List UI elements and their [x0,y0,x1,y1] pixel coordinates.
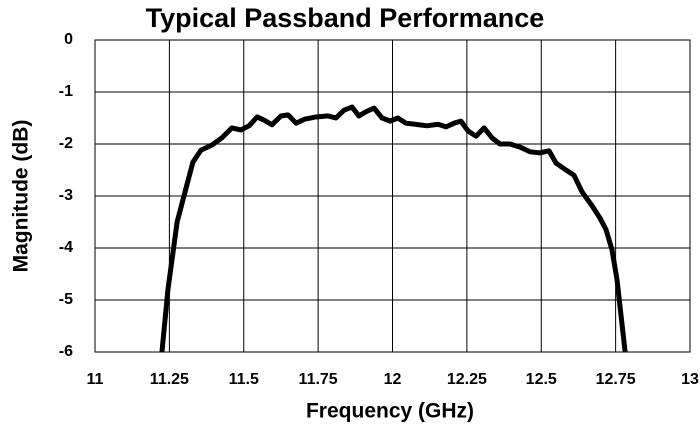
chart-title: Typical Passband Performance [146,3,545,33]
x-tick-label: 12.75 [596,371,636,388]
x-tick-label: 12.25 [447,371,487,388]
x-axis-label: Frequency (GHz) [306,400,474,423]
plot-frame [94,39,691,353]
y-axis-label: Magnitude (dB) [10,120,33,273]
y-tick-label: -1 [59,83,73,100]
y-tick-label: -6 [59,343,73,360]
x-tick-label: 13 [681,371,699,388]
x-tick-label: 11 [87,371,104,388]
x-tick-label: 11.5 [229,371,259,388]
x-tick-label: 11.75 [299,371,338,388]
y-tick-label: 0 [64,31,73,48]
y-tick-label: -2 [59,135,73,152]
data-line [159,104,628,352]
x-tick-label: 12.5 [526,371,557,388]
x-tick-label: 11.25 [150,371,189,388]
y-tick-label: -5 [59,291,73,308]
y-tick-label: -4 [59,239,73,256]
y-tick-label: -3 [59,187,73,204]
x-tick-label: 12 [384,371,402,388]
